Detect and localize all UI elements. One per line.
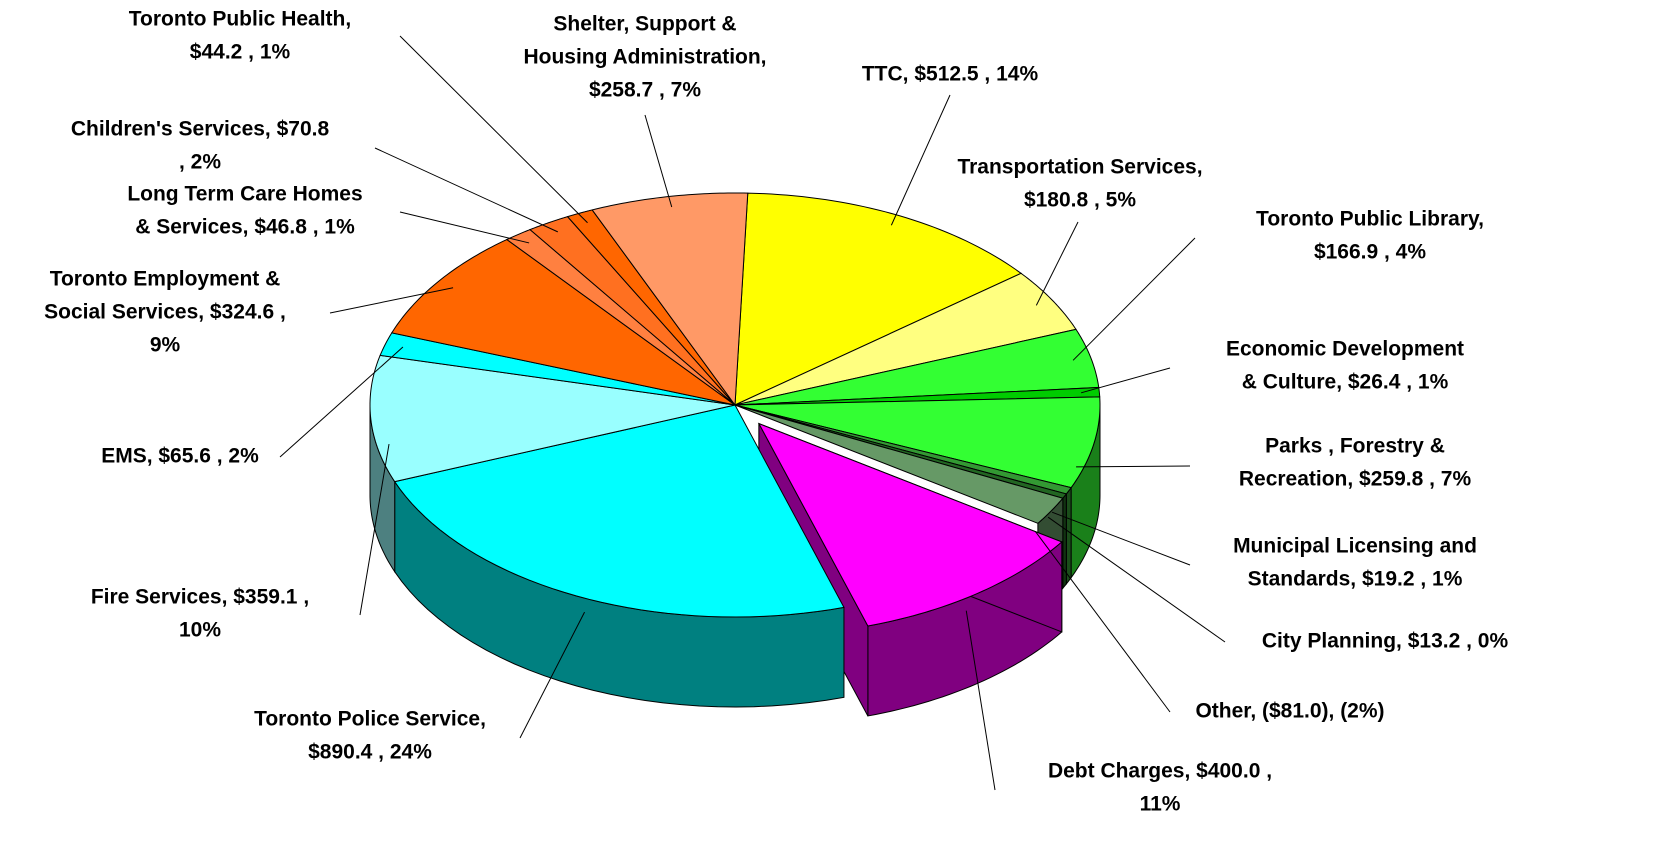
- leader-line: [965, 610, 996, 791]
- leader-line: [1076, 465, 1191, 468]
- leader-line: [519, 611, 585, 739]
- slice: [529, 216, 736, 406]
- slice: [393, 404, 845, 618]
- slice: [566, 209, 736, 406]
- data-label: & Services, $46.8 , 1%: [135, 216, 355, 239]
- slice: [734, 386, 1101, 406]
- data-label: & Culture, $26.4 , 1%: [1242, 371, 1449, 394]
- leader-line: [374, 147, 559, 233]
- data-label: Toronto Police Service,: [254, 708, 486, 731]
- data-label: Debt Charges, $400.0 ,: [1048, 760, 1272, 783]
- leader-line: [1051, 511, 1191, 566]
- data-label: Toronto Employment &: [50, 268, 281, 291]
- leader-line: [329, 287, 454, 314]
- data-label: Long Term Care Homes: [127, 183, 362, 206]
- data-label: Toronto Public Health,: [129, 8, 351, 31]
- leader-line: [1034, 531, 1171, 713]
- leader-line: [399, 211, 530, 244]
- leader-line: [279, 346, 404, 458]
- data-label: 11%: [1140, 793, 1181, 816]
- data-label: Economic Development: [1226, 338, 1464, 361]
- data-label: Recreation, $259.8 , 7%: [1239, 468, 1472, 491]
- slice: [734, 192, 1023, 406]
- slice: [734, 272, 1077, 406]
- slice: [734, 404, 1064, 524]
- leader-line: [359, 444, 390, 616]
- data-label: $258.7 , 7%: [589, 79, 701, 102]
- slice: [390, 238, 736, 406]
- data-label: City Planning, $13.2 , 0%: [1262, 630, 1509, 653]
- data-label: $166.9 , 4%: [1314, 241, 1426, 264]
- slice: [379, 332, 736, 406]
- leader-line: [399, 35, 588, 224]
- leader-line: [1080, 367, 1171, 394]
- data-label: Transportation Services,: [957, 156, 1202, 179]
- data-label: 10%: [179, 619, 221, 642]
- data-label: Other, ($81.0), (2%): [1195, 700, 1384, 723]
- data-label: , 2%: [179, 151, 221, 174]
- data-label: $180.8 , 5%: [1024, 189, 1136, 212]
- leader-line: [1072, 237, 1196, 361]
- data-label: Toronto Public Library,: [1256, 208, 1484, 231]
- data-label: Social Services, $324.6 ,: [44, 301, 286, 324]
- data-label: $44.2 , 1%: [190, 41, 291, 64]
- leader-line: [890, 94, 951, 226]
- slice: [734, 328, 1100, 406]
- slice: [369, 354, 736, 483]
- data-label: TTC, $512.5 , 14%: [862, 63, 1039, 86]
- slice: [734, 396, 1101, 489]
- data-label: Parks , Forestry &: [1265, 435, 1445, 458]
- data-label: $890.4 , 24%: [308, 741, 432, 764]
- data-label: Shelter, Support &: [553, 13, 736, 36]
- data-label: Children's Services, $70.8: [71, 118, 330, 141]
- slice-side: [1062, 492, 1067, 590]
- leader-line: [644, 114, 673, 208]
- leader-line: [1035, 221, 1079, 306]
- data-label: Municipal Licensing and: [1233, 535, 1477, 558]
- data-label: 9%: [150, 334, 181, 357]
- slice: [757, 422, 1063, 627]
- data-label: Fire Services, $359.1 ,: [91, 586, 309, 609]
- data-label: EMS, $65.6 , 2%: [101, 445, 259, 468]
- leader-line: [1047, 516, 1226, 643]
- data-label: Standards, $19.2 , 1%: [1248, 568, 1463, 591]
- data-label: Housing Administration,: [523, 46, 766, 69]
- slice-side: [1065, 486, 1072, 586]
